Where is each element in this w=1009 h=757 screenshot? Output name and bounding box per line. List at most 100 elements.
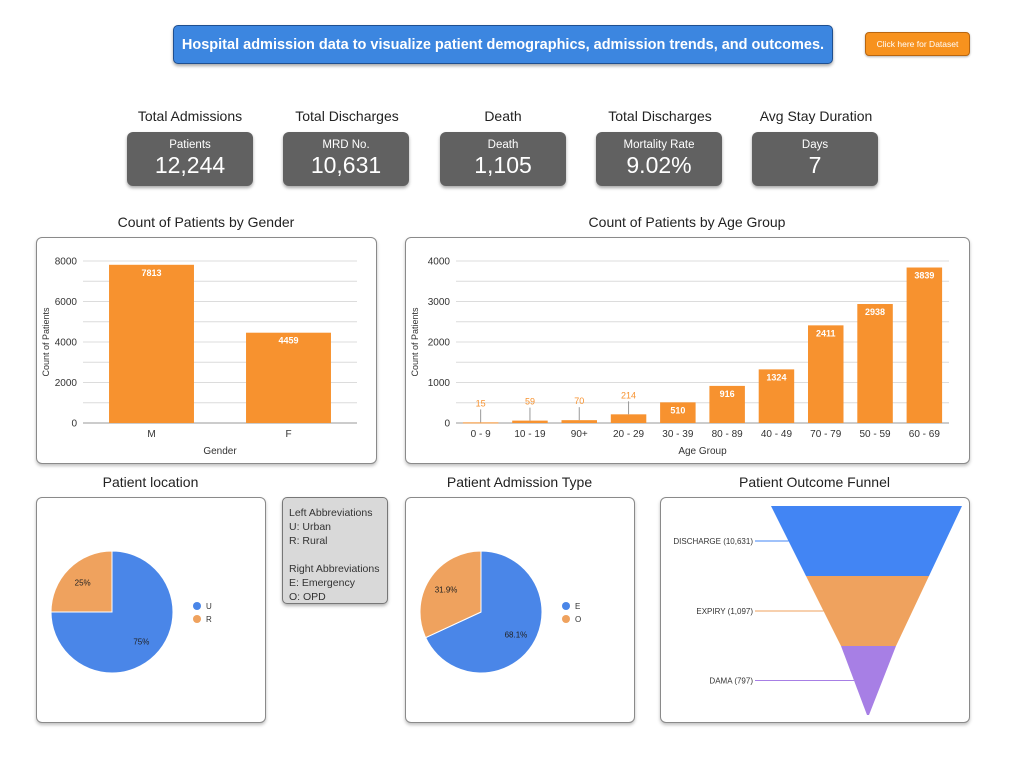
data-label: 15 — [476, 398, 486, 408]
x-tick-label: 90+ — [571, 429, 588, 440]
age-chart-title: Count of Patients by Age Group — [588, 214, 786, 230]
bar[interactable] — [906, 267, 943, 423]
bar[interactable] — [109, 264, 194, 423]
funnel-stage[interactable] — [841, 646, 896, 715]
legend-label: R — [206, 615, 212, 624]
x-tick-label: 50 - 59 — [859, 429, 891, 440]
left-abbreviations-title: Left Abbreviations — [289, 507, 373, 519]
x-tick-label: 30 - 39 — [662, 429, 694, 440]
slice-label: 68.1% — [505, 630, 528, 639]
y-tick-label: 2000 — [428, 338, 451, 349]
funnel-stage[interactable] — [771, 506, 962, 576]
kpi-value: 9.02% — [626, 152, 692, 178]
y-tick-label: 0 — [71, 419, 77, 430]
abbrev-rural: R: Rural — [289, 535, 328, 547]
admission-chart-panel: 68.1% E 31.9% O — [405, 497, 635, 723]
pie-slice[interactable] — [424, 550, 543, 674]
admission-chart-title: Patient Admission Type — [446, 474, 593, 490]
legend-swatch — [562, 615, 570, 623]
x-tick-label: 80 - 89 — [712, 429, 744, 440]
legend-swatch — [193, 615, 201, 623]
y-tick-label: 2000 — [55, 378, 78, 389]
kpi-label: Mortality Rate — [623, 139, 695, 151]
funnel-stage[interactable] — [806, 576, 929, 646]
x-axis-label: Age Group — [678, 446, 727, 457]
outcome-funnel-chart: DISCHARGE (10,631) EXPIRY (1,097) DAMA (79… — [673, 506, 962, 715]
kpi-value: 10,631 — [310, 152, 382, 178]
bar[interactable] — [857, 304, 893, 423]
bar[interactable] — [610, 414, 647, 423]
abbrev-emergency: E: Emergency — [289, 577, 355, 589]
funnel-stage-label: EXPIRY (1,097) — [696, 607, 753, 616]
funnel-stage-label: DAMA (797) — [709, 677, 753, 686]
x-tick-label: 70 - 79 — [810, 429, 842, 440]
y-axis-label: Count of Patients — [410, 307, 420, 377]
data-label: 2411 — [816, 328, 836, 338]
abbrev-urban: U: Urban — [289, 521, 332, 533]
bar[interactable] — [808, 325, 844, 423]
x-tick-label: 60 - 69 — [909, 429, 941, 440]
bar[interactable] — [660, 402, 696, 423]
kpi-heading-total-discharges-2: Total Discharges — [608, 108, 712, 124]
y-tick-label: 3000 — [428, 297, 451, 308]
data-label: 7813 — [141, 268, 161, 278]
slice-label: 31.9% — [435, 586, 458, 595]
slice-label: 25% — [75, 579, 91, 588]
pie-slice[interactable] — [50, 550, 113, 613]
right-abbreviations-title: Right Abbreviations — [289, 563, 380, 575]
legend-label: U — [206, 602, 212, 611]
bar[interactable] — [462, 422, 499, 424]
gender-bar-chart: 0 2000 4000 6000 8000 M 7813 F 4459 Gender Count o… — [41, 257, 357, 457]
legend-swatch — [562, 602, 570, 610]
kpi-label: MRD No. — [322, 139, 370, 151]
kpi-card-death: Death 1,105 — [440, 132, 566, 186]
y-tick-label: 6000 — [55, 297, 78, 308]
bar[interactable] — [758, 369, 795, 423]
y-tick-label: 8000 — [55, 257, 78, 268]
dataset-link-button[interactable]: Click here for Dataset — [865, 32, 970, 56]
x-tick-label: 10 - 19 — [514, 429, 546, 440]
data-label: 1324 — [766, 372, 786, 382]
pie-slice[interactable] — [419, 550, 482, 639]
x-tick-label: 20 - 29 — [613, 429, 645, 440]
data-label: 214 — [621, 390, 636, 400]
x-tick-label: 40 - 49 — [761, 429, 793, 440]
y-tick-label: 4000 — [55, 338, 78, 349]
y-tick-label: 4000 — [428, 257, 451, 268]
data-label: 2938 — [865, 307, 885, 317]
legend-label: E — [575, 602, 580, 611]
data-label: 4459 — [278, 336, 298, 346]
data-label: 510 — [670, 405, 685, 415]
abbrev-opd: O: OPD — [289, 591, 326, 603]
kpi-label: Days — [801, 139, 829, 151]
kpi-card-mortality-rate: Mortality Rate 9.02% — [596, 132, 722, 186]
data-label: 59 — [525, 397, 535, 407]
kpi-heading-avg-stay: Avg Stay Duration — [759, 108, 873, 124]
funnel-stage-label: DISCHARGE (10,631) — [673, 537, 753, 546]
x-tick-label: 0 - 9 — [471, 429, 491, 440]
y-tick-label: 1000 — [428, 378, 451, 389]
kpi-heading-death: Death — [484, 108, 522, 124]
y-tick-label: 0 — [444, 419, 450, 430]
bar[interactable] — [561, 420, 597, 423]
legend-label: O — [575, 615, 581, 624]
location-pie-chart: 75% U 25% R — [50, 550, 212, 674]
bar[interactable] — [246, 332, 331, 423]
gender-chart-panel: 0 2000 4000 6000 8000 M 7813 F 4459 Gender Count o… — [36, 237, 377, 464]
x-tick-label: F — [285, 429, 291, 440]
location-chart-panel: 75% U 25% R — [36, 497, 266, 723]
kpi-heading-total-admissions: Total Admissions — [137, 108, 243, 124]
kpi-card-days: Days 7 — [752, 132, 878, 186]
gender-chart-title: Count of Patients by Gender — [117, 214, 295, 230]
kpi-label: Patients — [169, 139, 211, 151]
location-chart-title: Patient location — [102, 474, 199, 490]
bar[interactable] — [512, 420, 548, 423]
abbreviations-box: Left Abbreviations U: Urban R: Rural Rig… — [282, 497, 388, 604]
data-label: 916 — [720, 389, 735, 399]
x-axis-label: Gender — [203, 446, 237, 457]
y-axis-label: Count of Patients — [41, 307, 51, 377]
age-chart-panel: 0 1000 2000 3000 4000 0 - 9 15 10 - 19 59 90+ 70 20… — [405, 237, 970, 464]
slice-label: 75% — [133, 637, 149, 646]
bar[interactable] — [709, 385, 745, 423]
kpi-value: 12,244 — [154, 152, 226, 178]
